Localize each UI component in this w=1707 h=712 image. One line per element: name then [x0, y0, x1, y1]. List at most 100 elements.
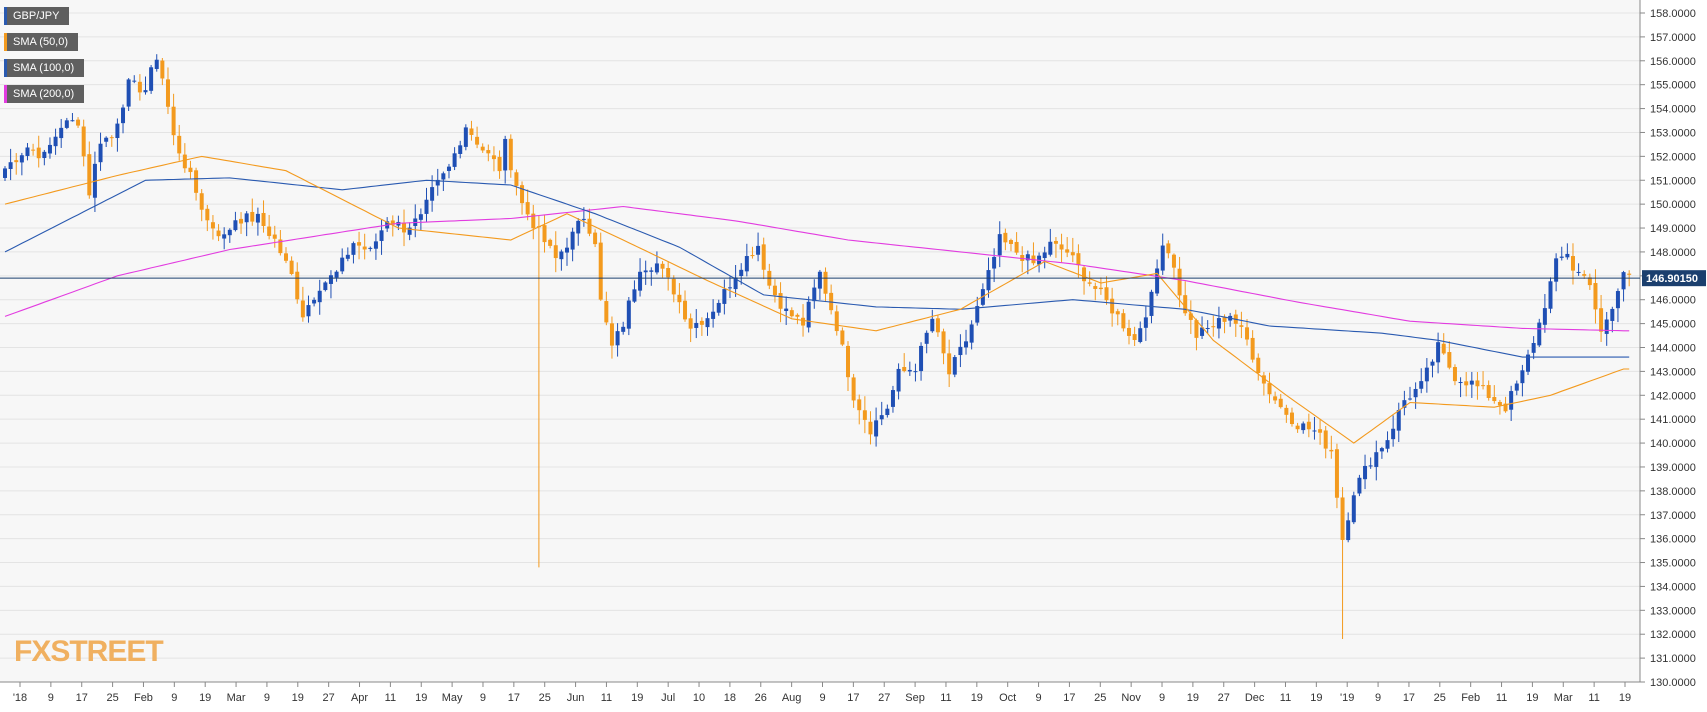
candle-body: [284, 253, 288, 261]
candle-body: [1497, 401, 1502, 406]
candle-body: [626, 300, 631, 329]
candle-body: [53, 136, 58, 147]
candle-body: [357, 242, 362, 246]
candle-body: [1334, 449, 1339, 498]
candle-body: [744, 256, 749, 272]
candle-body: [1520, 370, 1525, 384]
candle-body: [1183, 295, 1188, 314]
candle-body: [1008, 240, 1013, 245]
candle-body: [1481, 385, 1486, 387]
candle-body: [581, 218, 586, 220]
candle-body: [756, 245, 761, 255]
candle-body: [570, 231, 575, 250]
y-tick-label: 156.0000: [1650, 56, 1696, 68]
candle-body: [930, 318, 935, 332]
candle-body: [1261, 375, 1266, 384]
candle-body: [1323, 430, 1328, 449]
x-tick-label: 19: [199, 692, 211, 704]
candle-body: [503, 138, 508, 171]
candle-body: [1312, 430, 1317, 432]
candle-body: [812, 287, 817, 302]
candle-body: [761, 244, 766, 270]
candle-body: [458, 145, 463, 154]
legend-gbpjpy-swatch: [4, 7, 7, 25]
x-tick-label: 17: [1063, 692, 1075, 704]
candle-body: [1121, 313, 1126, 329]
candle-body: [1379, 448, 1384, 452]
candle-body: [733, 277, 738, 290]
candle-body: [671, 278, 676, 295]
candle-body: [452, 153, 457, 167]
x-tick-label: Nov: [1121, 692, 1141, 704]
candle-body: [508, 138, 513, 171]
candle-body: [1582, 274, 1587, 276]
candle-body: [548, 239, 553, 246]
candle-body: [677, 294, 682, 303]
x-tick-label: Aug: [782, 692, 802, 704]
candle-body: [969, 324, 974, 343]
legend-sma100-swatch: [4, 59, 7, 77]
candle-body: [227, 229, 232, 236]
legend-sma50-label: SMA (50,0): [13, 36, 69, 48]
candle-body: [1346, 520, 1351, 541]
candle-body: [1289, 412, 1294, 425]
candle-body: [267, 226, 272, 236]
candle-body: [98, 143, 103, 163]
candle-body: [1098, 287, 1103, 290]
candle-body: [25, 147, 30, 156]
candle-body: [739, 269, 744, 277]
x-tick-label: Jul: [661, 692, 675, 704]
candle-body: [795, 314, 800, 317]
candle-body: [171, 106, 176, 136]
current-price-label: 146.90150: [1646, 273, 1698, 285]
candle-body: [1374, 452, 1379, 467]
candle-body: [1430, 361, 1435, 366]
y-tick-label: 135.0000: [1650, 558, 1696, 570]
candle-body: [402, 222, 407, 233]
candle-body: [1284, 407, 1289, 415]
x-tick-label: Feb: [134, 692, 153, 704]
candle-body: [475, 136, 480, 145]
candle-body: [261, 212, 266, 226]
candle-body: [705, 318, 710, 328]
candle-body: [784, 308, 789, 312]
candle-body: [952, 357, 957, 375]
legend-sma50: SMA (50,0): [4, 33, 79, 51]
candle-body: [1396, 410, 1401, 431]
candle-body: [1138, 328, 1143, 342]
candle-body: [1503, 403, 1508, 412]
candle-body: [1509, 391, 1514, 410]
candle-body: [345, 254, 350, 259]
candle-body: [323, 282, 328, 291]
candle-body: [362, 246, 367, 250]
candle-body: [1351, 495, 1356, 523]
candle-body: [1452, 367, 1457, 382]
candle-body: [244, 213, 249, 223]
candle-body: [295, 271, 300, 300]
candle-body: [817, 271, 822, 289]
candle-body: [514, 172, 519, 186]
x-tick-label: 9: [1035, 692, 1041, 704]
candle-body: [1127, 327, 1131, 336]
candle-body: [1408, 398, 1412, 400]
candle-body: [368, 247, 373, 249]
candle-body: [222, 234, 227, 239]
candle-body: [919, 345, 924, 372]
candle-body: [441, 173, 446, 180]
y-tick-label: 152.0000: [1650, 151, 1696, 163]
y-tick-label: 142.0000: [1650, 390, 1696, 402]
candle-body: [565, 247, 569, 253]
x-tick-label: 11: [601, 692, 612, 704]
y-tick-label: 137.0000: [1650, 510, 1696, 522]
x-tick-label: 18: [724, 692, 736, 704]
x-tick-label: 25: [1094, 692, 1106, 704]
sma100-line: [4, 177, 1630, 358]
candle-body: [1475, 380, 1480, 387]
candle-body: [1110, 298, 1115, 314]
candle-body: [1570, 256, 1575, 271]
candle-body: [1132, 334, 1137, 341]
x-tick-label: 17: [847, 692, 859, 704]
candle-body: [42, 151, 47, 159]
y-tick-label: 154.0000: [1650, 104, 1696, 116]
candle-body: [1155, 268, 1160, 294]
